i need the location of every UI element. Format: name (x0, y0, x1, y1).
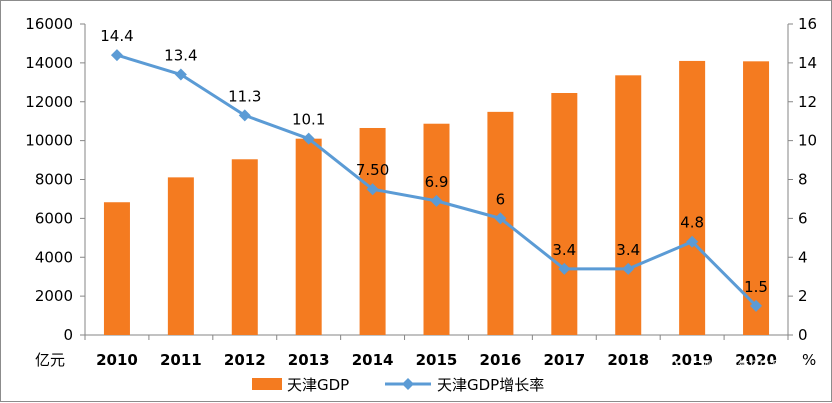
y-left-tick-label: 2000 (35, 287, 73, 305)
x-tick-label: 2018 (607, 351, 649, 369)
y-left-tick-label: 0 (63, 326, 73, 344)
legend-label-growth: 天津GDP增长率 (437, 376, 544, 394)
x-tick-label: 2017 (543, 351, 585, 369)
growth-data-label-2019: 4.8 (680, 214, 704, 232)
growth-data-label-2011: 13.4 (164, 47, 197, 65)
y-right-tick-label: 12 (798, 93, 817, 111)
growth-marker-2019 (686, 235, 699, 248)
y-right-tick-label: 14 (798, 54, 817, 72)
y-left-tick-label: 16000 (25, 15, 73, 33)
growth-marker-2010 (110, 49, 123, 62)
bar-2013 (295, 138, 322, 335)
x-tick-label: 2019 (671, 351, 713, 369)
growth-data-label-2015: 6.9 (425, 173, 449, 191)
x-tick-label: 2015 (416, 351, 458, 369)
bar-2010 (103, 202, 130, 335)
bar-2020 (743, 61, 770, 335)
growth-marker-2011 (174, 68, 187, 81)
x-tick-label: 2020 (735, 351, 777, 369)
legend-label-gdp: 天津GDP (287, 376, 349, 394)
bar-2011 (167, 177, 194, 335)
y-right-unit-label: % (802, 351, 816, 369)
x-tick-label: 2016 (480, 351, 522, 369)
x-tick-label: 2013 (288, 351, 330, 369)
growth-marker-2017 (558, 262, 571, 275)
y-left-tick-label: 8000 (35, 171, 73, 189)
bar-2019 (679, 60, 706, 336)
growth-marker-2012 (238, 109, 251, 122)
x-tick-label: 2012 (224, 351, 266, 369)
y-left-tick-label: 4000 (35, 248, 73, 266)
growth-marker-2018 (622, 262, 635, 275)
x-tick-label: 2014 (352, 351, 394, 369)
growth-data-label-2014: 7.50 (356, 161, 389, 179)
y-left-tick-label: 14000 (25, 54, 73, 72)
growth-data-label-2012: 11.3 (228, 87, 261, 105)
bar-2014 (359, 127, 386, 335)
y-right-tick-label: 2 (798, 287, 808, 305)
y-right-tick-label: 6 (798, 209, 808, 227)
y-right-tick-label: 4 (798, 248, 808, 266)
growth-data-label-2013: 10.1 (292, 111, 325, 129)
growth-data-label-2016: 6 (496, 190, 506, 208)
bar-2017 (551, 93, 578, 335)
y-right-tick-label: 10 (798, 132, 817, 150)
y-right-tick-label: 16 (798, 15, 817, 33)
bar-2018 (615, 75, 642, 335)
watermark-text: 三财税海研话 (689, 358, 779, 376)
x-tick-label: 2011 (160, 351, 202, 369)
growth-marker-2014 (366, 183, 379, 196)
growth-marker-2013 (302, 132, 315, 145)
y-left-unit-label: 亿元 (35, 351, 65, 369)
y-right-tick-label: 0 (798, 326, 808, 344)
y-left-tick-label: 6000 (35, 209, 73, 227)
y-left-tick-label: 12000 (25, 93, 73, 111)
y-right-tick-label: 8 (798, 171, 808, 189)
growth-data-label-2018: 3.4 (616, 241, 640, 259)
growth-marker-2015 (430, 194, 443, 207)
bar-2012 (231, 159, 258, 335)
growth-data-label-2017: 3.4 (552, 241, 576, 259)
wechat-icon-bubble (670, 365, 684, 379)
growth-marker-2016 (494, 212, 507, 225)
y-left-tick-label: 10000 (25, 132, 73, 150)
growth-marker-2020 (750, 299, 763, 312)
growth-data-label-2020: 1.5 (744, 278, 768, 296)
legend-swatch-gdp (252, 378, 282, 390)
growth-data-label-2010: 14.4 (100, 27, 133, 45)
bar-2015 (423, 123, 450, 335)
x-tick-label: 2010 (96, 351, 138, 369)
legend-swatch-growth-marker (402, 378, 414, 390)
